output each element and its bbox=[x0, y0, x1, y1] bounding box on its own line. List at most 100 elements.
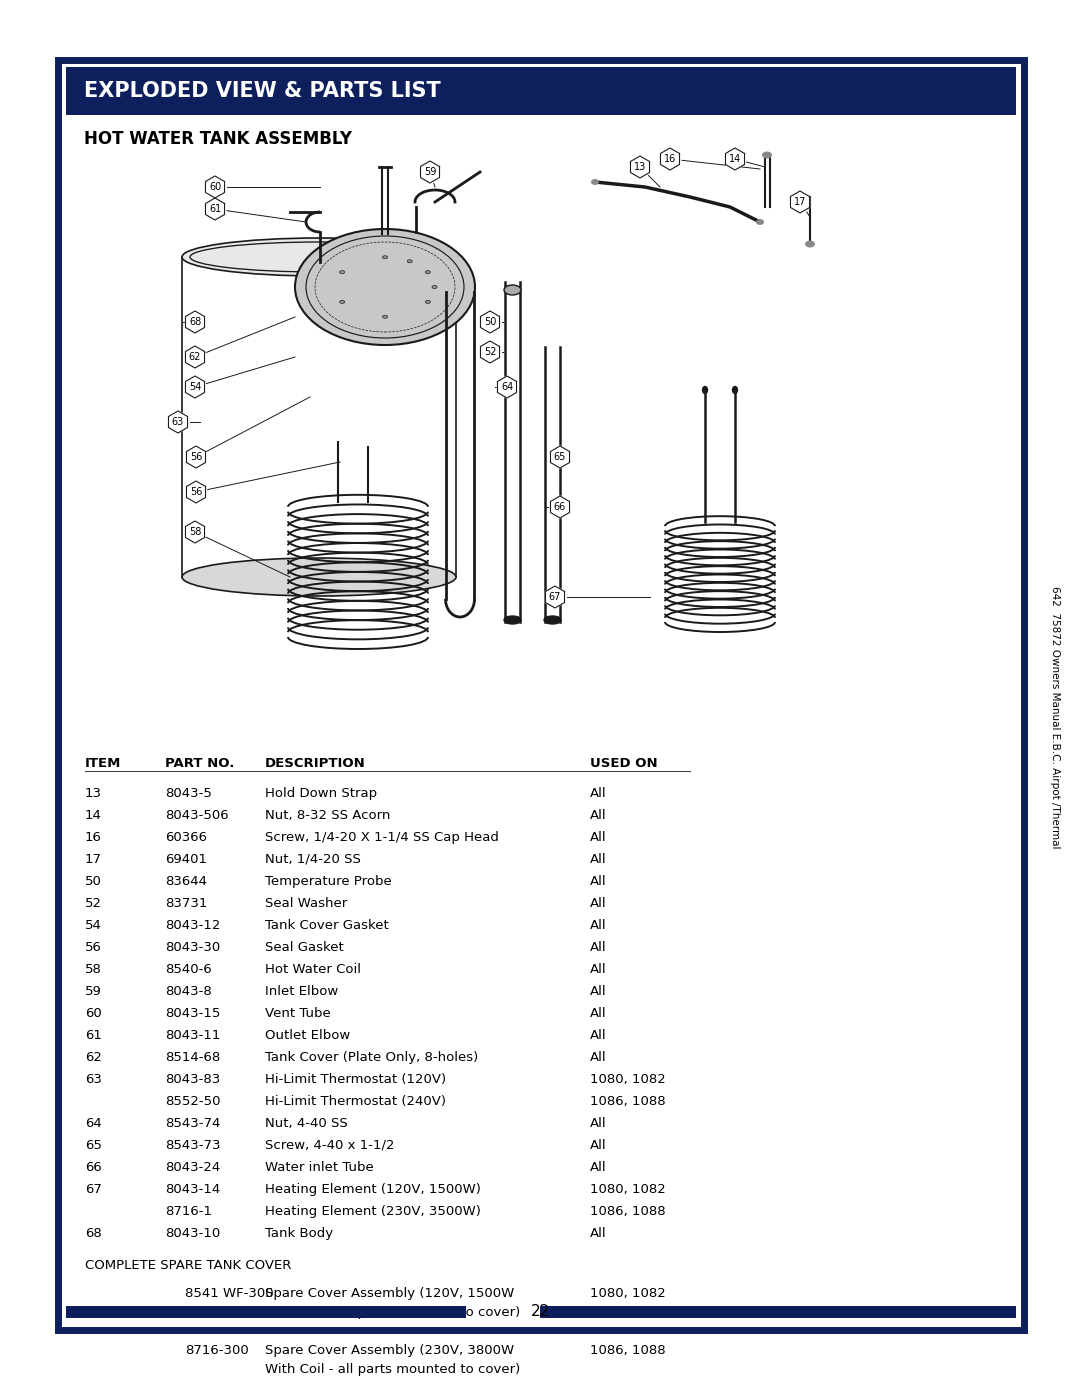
Text: All: All bbox=[590, 942, 607, 954]
Text: 8043-83: 8043-83 bbox=[165, 1073, 220, 1085]
Text: All: All bbox=[590, 897, 607, 909]
Text: 14: 14 bbox=[729, 154, 741, 163]
Ellipse shape bbox=[339, 300, 345, 303]
Text: 17: 17 bbox=[794, 197, 806, 207]
Text: Tank Cover (Plate Only, 8-holes): Tank Cover (Plate Only, 8-holes) bbox=[265, 1051, 478, 1065]
Ellipse shape bbox=[426, 300, 430, 303]
Text: Inlet Elbow: Inlet Elbow bbox=[265, 985, 338, 997]
Polygon shape bbox=[186, 346, 204, 367]
Bar bbox=[66, 67, 1016, 115]
Text: 8043-5: 8043-5 bbox=[165, 787, 212, 800]
Text: 8043-15: 8043-15 bbox=[165, 1007, 220, 1020]
Text: PART NO.: PART NO. bbox=[165, 757, 234, 770]
Text: Heating Element (120V, 1500W): Heating Element (120V, 1500W) bbox=[265, 1183, 481, 1196]
Text: ITEM: ITEM bbox=[85, 757, 121, 770]
Text: 14: 14 bbox=[85, 809, 102, 821]
Text: EXPLODED VIEW & PARTS LIST: EXPLODED VIEW & PARTS LIST bbox=[84, 81, 441, 101]
Ellipse shape bbox=[591, 179, 599, 184]
Ellipse shape bbox=[504, 616, 521, 624]
Text: Nut, 4-40 SS: Nut, 4-40 SS bbox=[265, 1118, 348, 1130]
Text: 67: 67 bbox=[85, 1183, 102, 1196]
Ellipse shape bbox=[504, 285, 521, 295]
Text: 8540-6: 8540-6 bbox=[165, 963, 212, 977]
Text: 50: 50 bbox=[85, 875, 102, 888]
Text: 59: 59 bbox=[423, 168, 436, 177]
Ellipse shape bbox=[183, 237, 456, 277]
Text: All: All bbox=[590, 985, 607, 997]
Text: 8043-8: 8043-8 bbox=[165, 985, 212, 997]
Text: 56: 56 bbox=[190, 453, 202, 462]
Text: 1080, 1082: 1080, 1082 bbox=[590, 1287, 665, 1301]
Text: 52: 52 bbox=[85, 897, 102, 909]
Text: Tank Cover Gasket: Tank Cover Gasket bbox=[265, 919, 389, 932]
Text: Outlet Elbow: Outlet Elbow bbox=[265, 1030, 350, 1042]
Bar bbox=[540, 1306, 1016, 1317]
Text: 8543-73: 8543-73 bbox=[165, 1139, 220, 1153]
Polygon shape bbox=[661, 148, 679, 170]
Text: 56: 56 bbox=[190, 488, 202, 497]
Text: All: All bbox=[590, 1161, 607, 1173]
Text: Hi-Limit Thermostat (120V): Hi-Limit Thermostat (120V) bbox=[265, 1073, 446, 1085]
Text: Nut, 1/4-20 SS: Nut, 1/4-20 SS bbox=[265, 854, 361, 866]
Polygon shape bbox=[205, 198, 225, 219]
Polygon shape bbox=[186, 376, 204, 398]
Ellipse shape bbox=[762, 151, 772, 158]
Text: 61: 61 bbox=[85, 1030, 102, 1042]
Text: 52: 52 bbox=[484, 346, 496, 358]
Polygon shape bbox=[481, 312, 500, 332]
Text: 1086, 1088: 1086, 1088 bbox=[590, 1344, 665, 1358]
Text: 16: 16 bbox=[664, 154, 676, 163]
Ellipse shape bbox=[432, 285, 437, 289]
Text: 54: 54 bbox=[189, 381, 201, 393]
Text: Water inlet Tube: Water inlet Tube bbox=[265, 1161, 374, 1173]
Text: 1080, 1082: 1080, 1082 bbox=[590, 1073, 665, 1085]
Text: 50: 50 bbox=[484, 317, 496, 327]
Text: 62: 62 bbox=[85, 1051, 102, 1065]
Text: 59: 59 bbox=[85, 985, 102, 997]
Text: DESCRIPTION: DESCRIPTION bbox=[265, 757, 366, 770]
Text: 60: 60 bbox=[85, 1007, 102, 1020]
Text: 1080, 1082: 1080, 1082 bbox=[590, 1183, 665, 1196]
Text: 83731: 83731 bbox=[165, 897, 207, 909]
Text: Temperature Probe: Temperature Probe bbox=[265, 875, 392, 888]
Text: 16: 16 bbox=[85, 831, 102, 844]
Text: 66: 66 bbox=[554, 502, 566, 511]
Bar bbox=[66, 1306, 465, 1317]
Text: All: All bbox=[590, 854, 607, 866]
Text: 8514-68: 8514-68 bbox=[165, 1051, 220, 1065]
Text: Spare Cover Assembly (120V, 1500W: Spare Cover Assembly (120V, 1500W bbox=[265, 1287, 514, 1301]
Text: 8043-506: 8043-506 bbox=[165, 809, 229, 821]
Text: 65: 65 bbox=[554, 453, 566, 462]
Text: All: All bbox=[590, 809, 607, 821]
Ellipse shape bbox=[339, 271, 345, 274]
Polygon shape bbox=[551, 496, 569, 518]
Text: Spare Cover Assembly (230V, 3800W: Spare Cover Assembly (230V, 3800W bbox=[265, 1344, 514, 1358]
Text: With Coil - all parts mounted to cover): With Coil - all parts mounted to cover) bbox=[265, 1363, 521, 1376]
Text: 68: 68 bbox=[189, 317, 201, 327]
Polygon shape bbox=[498, 376, 516, 398]
Polygon shape bbox=[205, 176, 225, 198]
Text: Tank Body: Tank Body bbox=[265, 1227, 333, 1241]
Polygon shape bbox=[168, 411, 188, 433]
Text: All: All bbox=[590, 919, 607, 932]
Text: 1086, 1088: 1086, 1088 bbox=[590, 1206, 665, 1218]
Text: 8552-50: 8552-50 bbox=[165, 1095, 220, 1108]
Text: 642  75872 Owners Manual E.B.C. Airpot /Thermal: 642 75872 Owners Manual E.B.C. Airpot /T… bbox=[1050, 585, 1059, 848]
Text: 65: 65 bbox=[85, 1139, 102, 1153]
Polygon shape bbox=[726, 148, 744, 170]
Text: All: All bbox=[590, 1118, 607, 1130]
Polygon shape bbox=[551, 446, 569, 468]
Text: All: All bbox=[590, 1051, 607, 1065]
Bar bbox=[66, 68, 1016, 1322]
Text: 60366: 60366 bbox=[165, 831, 207, 844]
Text: 60: 60 bbox=[208, 182, 221, 191]
Text: All: All bbox=[590, 1227, 607, 1241]
Text: All: All bbox=[590, 787, 607, 800]
Text: 8716-1: 8716-1 bbox=[165, 1206, 212, 1218]
Text: 64: 64 bbox=[501, 381, 513, 393]
Polygon shape bbox=[186, 521, 204, 543]
Text: 22: 22 bbox=[530, 1305, 550, 1320]
Text: 13: 13 bbox=[634, 162, 646, 172]
Text: All: All bbox=[590, 1007, 607, 1020]
Polygon shape bbox=[545, 585, 565, 608]
